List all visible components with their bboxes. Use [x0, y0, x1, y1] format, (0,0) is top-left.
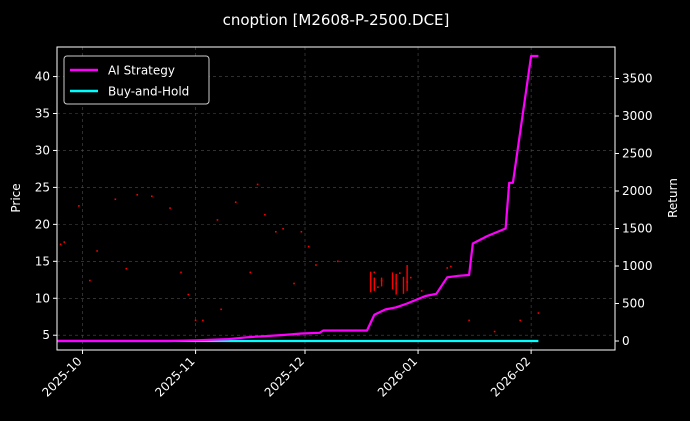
y-tick-label: 10 [35, 291, 50, 305]
price-point [420, 290, 423, 292]
price-point [519, 319, 521, 322]
price-point [114, 198, 117, 201]
price-point [220, 308, 222, 311]
price-point [377, 286, 379, 288]
y2-tick-label: 2000 [622, 184, 653, 198]
legend-label-ai-strategy: AI Strategy [108, 64, 175, 78]
price-point [63, 241, 66, 243]
series-line-ai-strategy [57, 54, 539, 343]
y2-tick-label: 500 [622, 297, 645, 311]
y-tick-label: 35 [35, 107, 50, 121]
price-point [315, 264, 317, 266]
price-point [293, 282, 295, 285]
price-point [537, 312, 540, 314]
y-axis-right: 0 500 1000 1500 2000 2500 3000 3500 [615, 72, 653, 348]
price-point [125, 267, 128, 270]
y-tick-label: 20 [35, 217, 50, 231]
price-point [264, 213, 266, 216]
y-axis-label: Price [9, 183, 23, 212]
price-point [373, 271, 376, 274]
price-point [446, 267, 449, 269]
y2-tick-label: 2500 [622, 147, 653, 161]
price-point [89, 279, 91, 282]
price-point [409, 276, 412, 279]
price-point [216, 219, 219, 221]
y2-tick-label: 3500 [622, 72, 653, 86]
price-point [59, 243, 62, 246]
price-point [169, 207, 171, 209]
price-point [450, 265, 452, 268]
price-point [96, 250, 98, 252]
price-point [194, 319, 197, 322]
price-point [249, 271, 252, 274]
y-tick-label: 25 [35, 180, 50, 194]
price-point [234, 201, 237, 203]
y-tick-label: 40 [35, 70, 50, 84]
legend-label-buy-and-hold: Buy-and-Hold [108, 85, 189, 99]
price-point [337, 260, 339, 263]
y-tick-label: 30 [35, 143, 50, 157]
price-scatter [59, 183, 540, 342]
series-lines [57, 54, 539, 343]
price-point [282, 228, 284, 230]
price-point [187, 293, 190, 296]
price-point [78, 205, 80, 207]
y-axis-left: 5 10 15 20 25 30 35 40 [35, 70, 57, 342]
y2-axis-label: Return [666, 178, 680, 218]
plot-frame [56, 46, 616, 351]
legend-box [63, 55, 210, 105]
price-point [136, 194, 139, 196]
price-point [468, 319, 470, 322]
price-point [307, 245, 310, 248]
y2-tick-label: 3000 [622, 109, 653, 123]
price-point [256, 183, 259, 186]
y2-tick-label: 1000 [622, 259, 653, 273]
legend: AI Strategy Buy-and-Hold [63, 55, 210, 105]
price-point [493, 330, 496, 333]
price-point [399, 272, 401, 274]
y-tick-label: 5 [42, 328, 50, 342]
chart-title: cnoption [M2608-P-2500.DCE] [223, 11, 450, 29]
price-point [202, 319, 204, 322]
y2-tick-label: 1500 [622, 222, 653, 236]
price-point [180, 271, 182, 274]
y2-tick-label: 0 [622, 334, 630, 348]
y-tick-label: 15 [35, 254, 50, 268]
price-point [151, 195, 153, 198]
price-point [300, 230, 303, 233]
price-point [275, 230, 277, 233]
